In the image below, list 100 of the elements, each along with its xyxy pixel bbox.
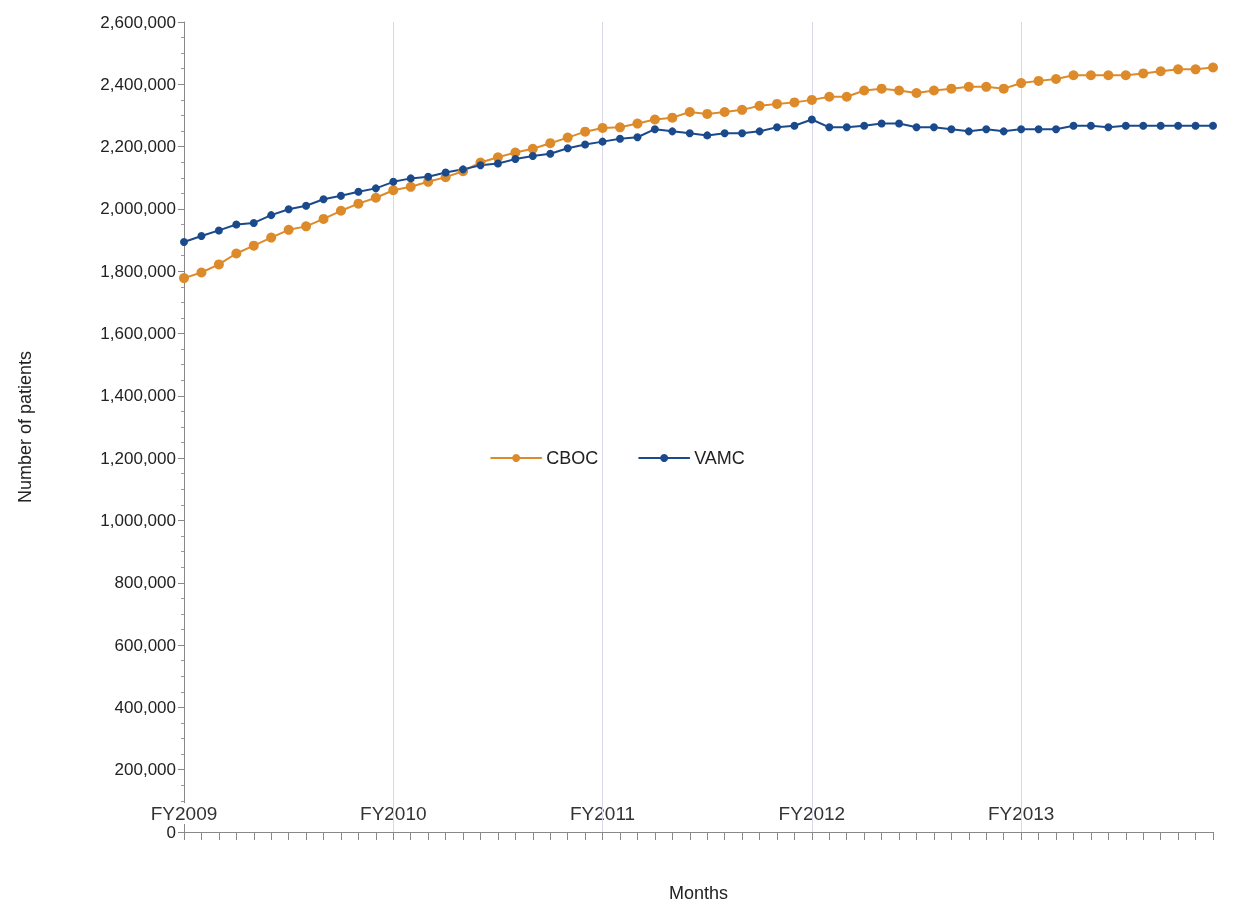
point (824, 91, 835, 102)
point (1138, 68, 1149, 79)
point (283, 224, 294, 235)
point (1033, 75, 1044, 86)
point (789, 97, 800, 108)
point (196, 267, 207, 278)
point (720, 129, 729, 138)
y-tick-label: 400,000 (114, 697, 176, 717)
point (213, 259, 224, 270)
point (946, 83, 957, 94)
point (545, 138, 556, 149)
point (598, 137, 607, 146)
point (772, 123, 781, 132)
point (911, 88, 922, 99)
point (982, 125, 991, 134)
point (1069, 121, 1078, 130)
point (998, 83, 1009, 94)
point (876, 83, 887, 94)
y-tick-label: 600,000 (114, 635, 176, 655)
point (684, 107, 695, 118)
point (1139, 121, 1148, 130)
point (180, 237, 188, 246)
y-tick-label: 1,800,000 (100, 261, 176, 281)
point (511, 155, 520, 164)
point (1156, 121, 1165, 130)
point (790, 121, 799, 130)
point (1155, 66, 1166, 77)
point (1103, 70, 1114, 81)
point (1017, 125, 1026, 134)
point (546, 149, 555, 158)
point (563, 144, 572, 153)
x-tick-label: FY2009 (150, 803, 218, 824)
point (1016, 78, 1027, 89)
point (667, 112, 678, 123)
point (1120, 70, 1131, 81)
point (859, 85, 870, 96)
point (616, 134, 625, 143)
point (632, 118, 643, 129)
point (493, 159, 502, 168)
x-tick-label: FY2013 (987, 803, 1055, 824)
point (877, 119, 886, 128)
point (354, 187, 363, 196)
point (928, 85, 939, 96)
point (179, 273, 189, 284)
point (685, 129, 694, 138)
point (476, 161, 485, 170)
point (232, 220, 241, 229)
point (389, 177, 398, 186)
point (581, 140, 590, 149)
point (441, 168, 450, 177)
point (267, 211, 276, 220)
point (947, 125, 956, 134)
point (1173, 64, 1184, 75)
point (1068, 70, 1079, 81)
point (249, 218, 258, 227)
point (738, 129, 747, 138)
legend-label: CBOC (546, 448, 599, 468)
point (806, 94, 817, 105)
point (807, 115, 816, 124)
point (633, 133, 642, 142)
point (1051, 74, 1062, 85)
point (1209, 121, 1217, 130)
point (649, 114, 660, 125)
point (405, 181, 416, 192)
point (650, 125, 659, 134)
point (1086, 121, 1095, 130)
point (737, 104, 748, 115)
point (1190, 64, 1201, 75)
point (771, 98, 782, 109)
point (894, 85, 905, 96)
point (668, 127, 677, 136)
point (424, 172, 433, 181)
point (703, 131, 712, 140)
point (336, 191, 345, 200)
point (860, 121, 869, 130)
y-tick-label: 1,600,000 (100, 324, 176, 344)
y-tick-label: 2,600,000 (100, 12, 176, 32)
legend-label: VAMC (694, 448, 745, 468)
y-tick-label: 0 (166, 822, 176, 842)
point (999, 127, 1008, 136)
point (301, 221, 312, 232)
point (1034, 125, 1043, 134)
point (353, 198, 364, 209)
point (406, 174, 415, 183)
point (1085, 70, 1096, 81)
point (528, 151, 537, 160)
point (231, 248, 242, 259)
point (388, 185, 399, 196)
point (370, 192, 381, 203)
point (754, 100, 765, 111)
y-tick-label: 1,400,000 (100, 386, 176, 406)
x-tick-label: FY2012 (778, 803, 846, 824)
point (562, 132, 573, 143)
y-tick-label: 1,200,000 (100, 448, 176, 468)
point (981, 81, 992, 92)
point (580, 126, 591, 137)
point (841, 91, 852, 102)
x-tick-label: FY2011 (570, 803, 636, 824)
point (1174, 121, 1183, 130)
x-axis-title: Months (668, 883, 729, 903)
